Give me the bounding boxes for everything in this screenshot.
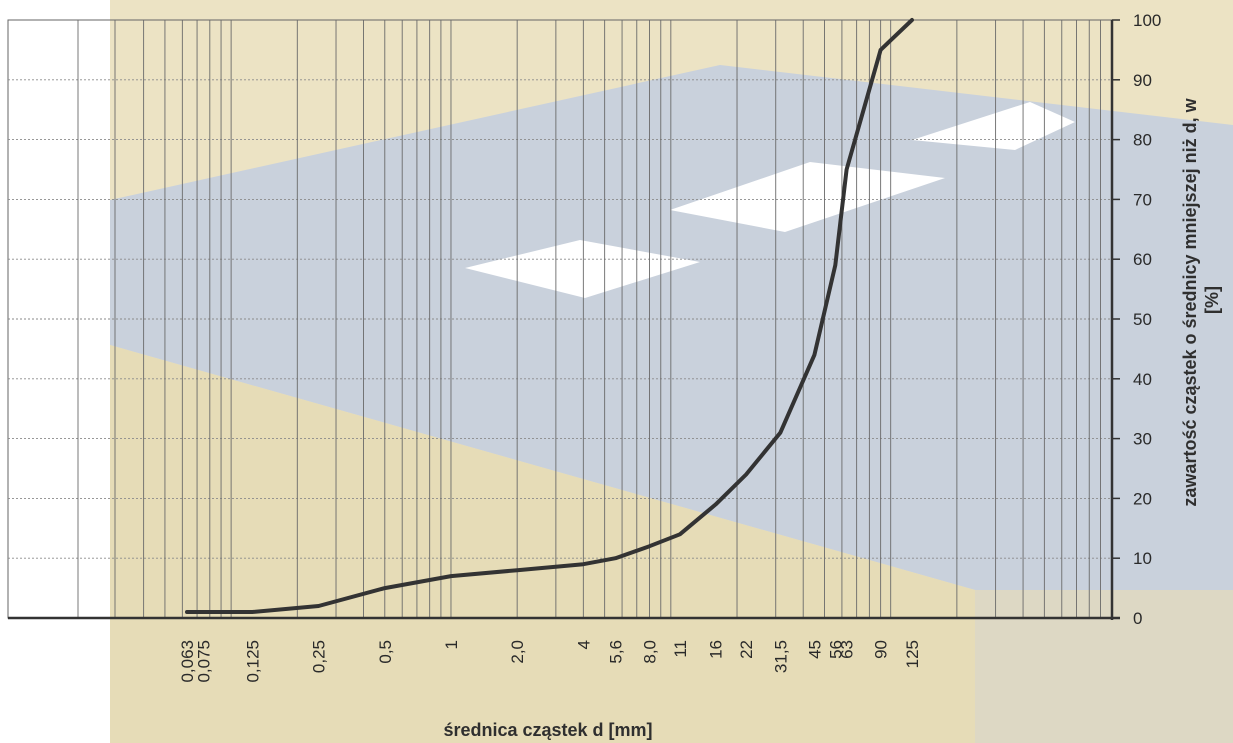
background-white-patch-2 [670,162,945,232]
y-tick-label: 80 [1133,131,1152,150]
y-axis-title-line-2: [%] [1202,286,1222,314]
x-tick-label: 31,5 [771,640,790,673]
y-tick-label: 40 [1133,370,1152,389]
y-axis-title-line-1: zawartość cząstek o średnicy mniejszej n… [1180,97,1200,506]
vertical-gridlines [77,20,1101,618]
x-tick-label: 0,063 [178,640,197,683]
background-stone-shape [110,65,1233,590]
x-tick-label: 90 [872,640,891,659]
x-tick-label: 4 [574,640,593,649]
background-white-patch-3 [912,102,1075,150]
y-tick-label: 10 [1133,549,1152,568]
y-tick-label: 20 [1133,489,1152,508]
x-tick-label: 56 [826,640,845,659]
x-tick-label: 0,125 [243,640,262,683]
y-tick-label: 70 [1133,190,1152,209]
axes [8,19,1120,620]
x-tick-label: 1 [442,640,461,649]
x-tick-label: 2,0 [508,640,527,664]
x-tick-label: 22 [737,640,756,659]
grading-curve-line [185,18,914,614]
x-tick-label: 5,6 [606,640,625,664]
background-right-block [975,590,1233,743]
x-tick-label: 0,5 [376,640,395,664]
x-tick-label: 125 [903,640,922,668]
horizontal-gridlines [8,79,1112,559]
background-sand-shape [110,345,975,743]
y-tick-labels: 0 10 20 30 40 50 60 70 80 90 100 [1133,11,1161,628]
y-tick-label: 0 [1133,609,1142,628]
background-white-patch-1 [465,240,700,298]
series-layer [185,18,914,614]
x-tick-label: 63 [838,640,857,659]
x-tick-label: 45 [805,640,824,659]
y-tick-label: 50 [1133,310,1152,329]
y-tick-label: 90 [1133,71,1152,90]
y-tick-label: 100 [1133,11,1161,30]
y-tick-label: 60 [1133,250,1152,269]
y-tick-label: 30 [1133,430,1152,449]
x-tick-label: 0,075 [195,640,214,683]
x-tick-label: 8,0 [641,640,660,664]
x-tick-label: 0,25 [310,640,329,673]
x-tick-label: 16 [707,640,726,659]
x-tick-label: 11 [671,640,690,658]
y-axis-title: zawartość cząstek o średnicy mniejszej n… [1180,93,1222,506]
chart-background [110,0,1233,743]
x-axis-title: średnica cząstek d [mm] [443,720,652,740]
